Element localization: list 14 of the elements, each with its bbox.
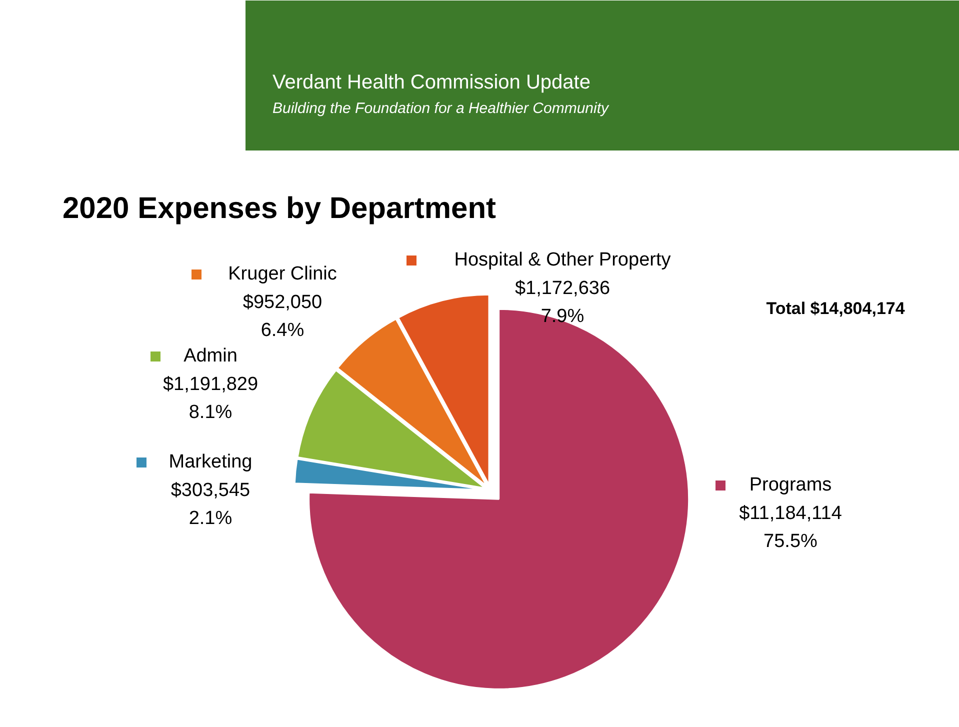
legend-label: Admin <box>184 346 238 366</box>
text: Building the Foundation for a Healthier Community <box>272 100 610 117</box>
legend-label: Marketing <box>168 452 252 472</box>
legend-label: Programs <box>749 474 832 496</box>
text: Total $14,804,174 <box>766 299 906 318</box>
chart-title: 2020 Expenses by Department <box>62 192 496 225</box>
text: Verdant Health Commission Update <box>272 72 590 94</box>
legend-label: Kruger Clinic <box>228 264 337 284</box>
data-label: $303,545 2.1% <box>170 480 250 530</box>
data-label: $952,050 6.4% <box>242 292 322 342</box>
data-label: $1,172,636 7.9% <box>514 278 610 328</box>
legend-label: Hospital & Other Property <box>454 250 672 270</box>
data-label: $11,184,114 75.5% <box>739 502 842 552</box>
data-label: $1,191,829 8.1% <box>162 374 258 424</box>
